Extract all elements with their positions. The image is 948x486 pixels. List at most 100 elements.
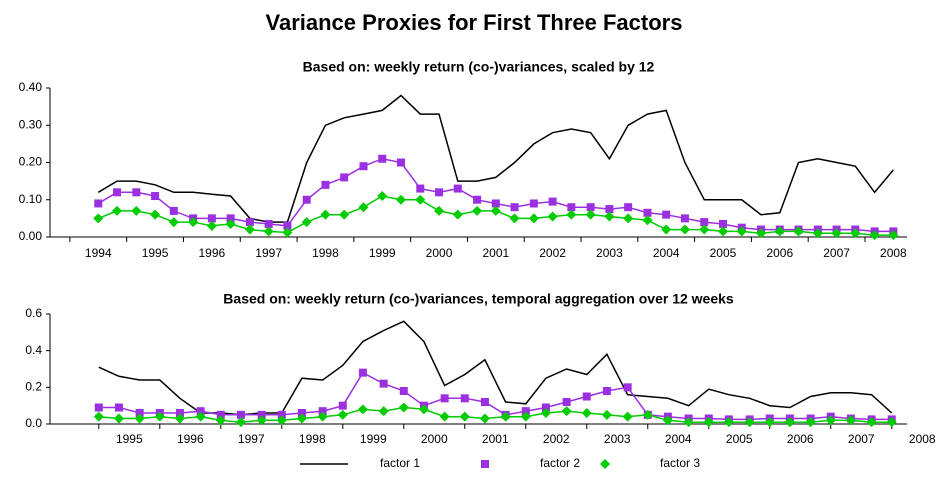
x-tick-label: 2001 <box>482 432 509 446</box>
marker-square <box>529 199 538 208</box>
marker-diamond <box>174 413 185 424</box>
y-tick-label: 0.00 <box>19 229 43 243</box>
x-tick-label: 2002 <box>539 246 566 260</box>
marker-diamond <box>339 209 350 220</box>
marker-diamond <box>756 228 767 239</box>
x-tick-label: 1995 <box>142 246 169 260</box>
marker-diamond <box>774 226 785 237</box>
marker-square <box>175 409 184 417</box>
marker-square <box>226 214 235 223</box>
marker-diamond <box>276 415 287 426</box>
marker-square <box>358 368 367 377</box>
marker-diamond <box>296 413 307 424</box>
marker-square <box>700 218 709 227</box>
y-tick-label: 0.30 <box>19 117 43 131</box>
x-tick-label: 2001 <box>482 246 509 260</box>
marker-diamond <box>439 411 450 422</box>
marker-square <box>94 199 103 208</box>
marker-square <box>440 394 449 403</box>
marker-diamond <box>377 191 388 202</box>
marker-square <box>416 184 425 193</box>
marker-diamond <box>452 209 463 220</box>
marker-diamond <box>357 404 368 415</box>
x-tick-label: 1998 <box>299 432 326 446</box>
marker-square <box>602 387 611 395</box>
marker-square <box>245 218 254 227</box>
marker-square <box>510 203 519 212</box>
marker-diamond <box>845 415 856 426</box>
marker-diamond <box>717 226 728 237</box>
marker-diamond <box>113 413 124 424</box>
x-tick-label: 1996 <box>177 432 204 446</box>
marker-square <box>396 158 405 167</box>
marker-square <box>359 162 368 171</box>
marker-diamond <box>282 227 293 238</box>
marker-diamond <box>866 417 877 428</box>
x-tick-label: 2004 <box>653 246 680 260</box>
marker-diamond <box>736 226 747 237</box>
marker-square <box>562 398 571 406</box>
y-tick-label: 0.2 <box>25 380 42 394</box>
marker-diamond <box>154 411 165 422</box>
marker-diamond <box>395 194 406 205</box>
x-tick-label: 1999 <box>360 432 387 446</box>
x-tick-label: 2000 <box>426 246 453 260</box>
marker-diamond <box>235 417 246 428</box>
marker-diamond <box>723 417 734 428</box>
marker-square <box>548 197 557 206</box>
marker-square <box>491 199 500 208</box>
marker-diamond <box>134 413 145 424</box>
x-tick-label: 2003 <box>604 432 631 446</box>
marker-diamond <box>434 205 445 216</box>
marker-square <box>257 410 266 419</box>
marker-diamond <box>793 226 804 237</box>
subplot-title: Based on: weekly return (co-)variances, … <box>303 59 655 75</box>
marker-diamond <box>699 224 710 235</box>
marker-diamond <box>112 205 123 216</box>
marker-square <box>135 409 144 417</box>
marker-square <box>379 379 388 388</box>
marker-square <box>264 219 273 228</box>
marker-diamond <box>168 217 179 228</box>
marker-square <box>318 407 327 416</box>
marker-diamond <box>662 415 673 426</box>
y-tick-label: 0.10 <box>19 192 43 206</box>
marker-diamond <box>661 224 672 235</box>
x-tick-label: 1995 <box>116 432 143 446</box>
legend-label: factor 3 <box>660 456 700 470</box>
marker-square <box>277 410 286 419</box>
x-tick-label: 2005 <box>710 246 737 260</box>
marker-square <box>521 407 530 416</box>
marker-square <box>297 409 306 417</box>
marker-square <box>624 203 633 212</box>
legend-label: factor 1 <box>380 456 420 470</box>
marker-diamond <box>764 417 775 428</box>
marker-square <box>582 392 591 401</box>
marker-diamond <box>784 417 795 428</box>
x-tick-label: 2005 <box>726 432 753 446</box>
marker-square <box>680 214 689 223</box>
marker-square <box>169 206 178 215</box>
marker-square <box>453 184 462 193</box>
y-tick-label: 0.4 <box>25 343 42 357</box>
marker-square <box>623 383 632 392</box>
marker-diamond <box>415 194 426 205</box>
marker-diamond <box>683 417 694 428</box>
marker-diamond <box>642 409 653 420</box>
legend-label: factor 2 <box>540 456 580 470</box>
legend-swatch <box>600 459 610 469</box>
marker-diamond <box>831 228 842 239</box>
series-line <box>98 371 892 421</box>
marker-diamond <box>679 224 690 235</box>
marker-diamond <box>744 417 755 428</box>
marker-square <box>94 403 103 412</box>
marker-diamond <box>886 417 897 428</box>
marker-square <box>236 410 245 419</box>
marker-diamond <box>93 213 104 224</box>
marker-diamond <box>581 408 592 418</box>
marker-square <box>340 173 349 182</box>
marker-diamond <box>472 205 483 216</box>
marker-square <box>605 205 614 214</box>
legend-item: factor 2 <box>481 456 580 470</box>
